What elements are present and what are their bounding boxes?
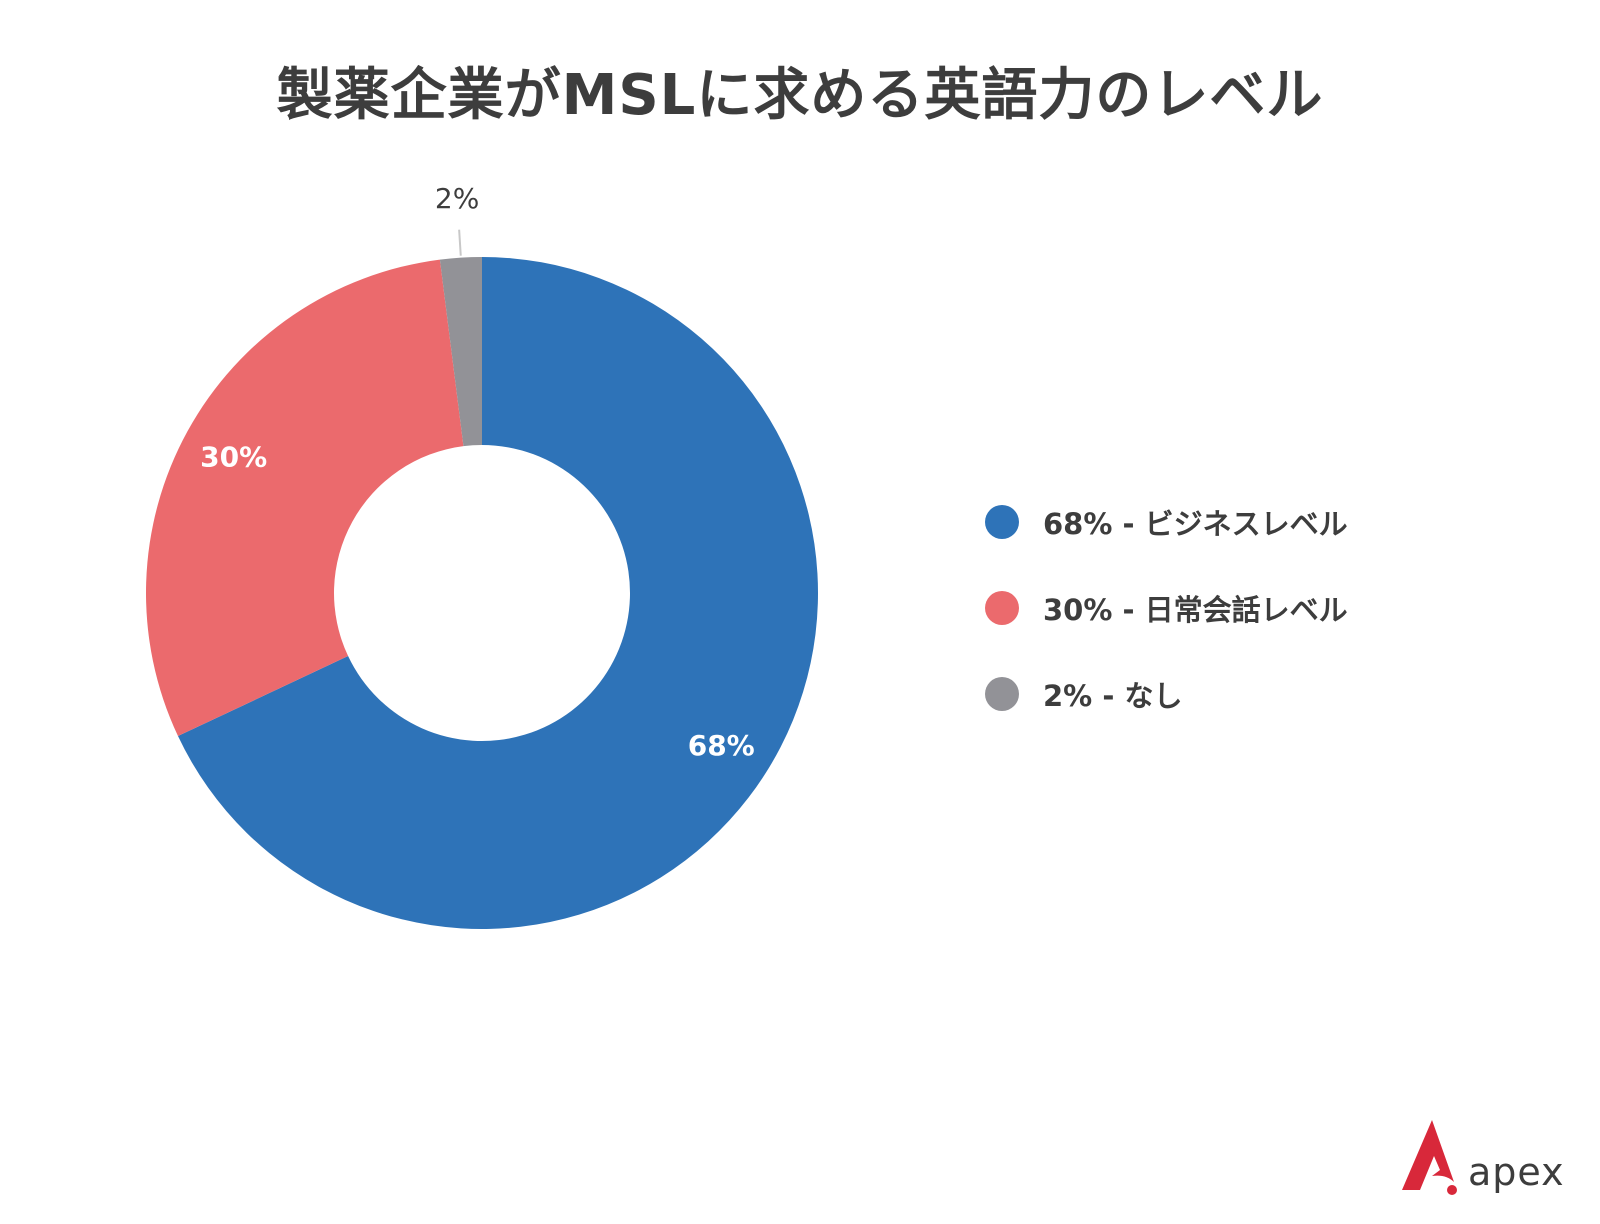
slice-label-business: 68% xyxy=(688,729,755,762)
legend-swatch-daily xyxy=(985,591,1019,625)
chart-legend: 68% - ビジネスレベル 30% - 日常会話レベル 2% - なし xyxy=(985,502,1348,760)
chart-title: 製薬企業がMSLに求める英語力のレベル xyxy=(276,63,1324,128)
slice-label-none: 2% xyxy=(435,182,479,215)
legend-item-daily: 30% - 日常会話レベル xyxy=(985,588,1348,628)
donut-slices xyxy=(146,257,819,929)
legend-label-none: 2% - なし xyxy=(1043,679,1183,713)
slice-label-daily: 30% xyxy=(200,440,267,473)
donut-slice-none xyxy=(439,257,482,447)
donut-slice-business xyxy=(177,257,819,929)
legend-swatch-none xyxy=(985,677,1019,711)
legend-item-none: 2% - なし xyxy=(985,674,1348,714)
legend-label-daily: 30% - 日常会話レベル xyxy=(1043,593,1348,627)
apex-logo-icon xyxy=(1402,1120,1457,1195)
slice-labels: 68% 30% 2% xyxy=(200,182,755,762)
legend-label-business: 68% - ビジネスレベル xyxy=(1043,507,1348,541)
legend-item-business: 68% - ビジネスレベル xyxy=(985,502,1348,542)
legend-swatch-business xyxy=(985,505,1019,539)
donut-slice-daily xyxy=(146,259,464,737)
leader-line-none xyxy=(458,229,462,256)
logo-wordmark: apex xyxy=(1468,1150,1565,1194)
